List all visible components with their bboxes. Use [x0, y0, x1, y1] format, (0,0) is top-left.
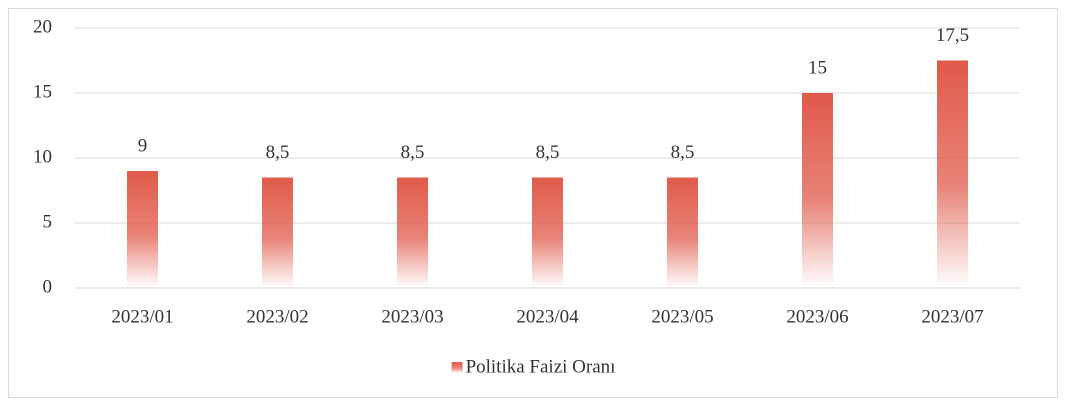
legend-label: Politika Faizi Oranı [466, 356, 616, 377]
x-tick-label: 2023/02 [246, 306, 308, 327]
x-tick-label: 2023/01 [111, 306, 173, 327]
bar [127, 171, 158, 288]
bar [667, 177, 698, 288]
x-tick-label: 2023/06 [786, 306, 848, 327]
x-tick-label: 2023/03 [381, 306, 443, 327]
data-label: 9 [138, 135, 148, 156]
bar [397, 177, 428, 288]
data-label: 15 [808, 57, 827, 78]
data-label: 8,5 [401, 142, 425, 163]
bar [262, 177, 293, 288]
data-label: 8,5 [536, 142, 560, 163]
data-label: 8,5 [266, 142, 290, 163]
x-tick-label: 2023/04 [516, 306, 579, 327]
x-tick-label: 2023/05 [651, 306, 713, 327]
bar [532, 177, 563, 288]
y-tick-label: 10 [33, 146, 52, 167]
bar [802, 93, 833, 288]
y-tick-label: 0 [43, 276, 53, 297]
legend-swatch [451, 362, 463, 373]
y-tick-label: 5 [43, 211, 53, 232]
y-tick-label: 20 [33, 16, 52, 37]
data-label: 17,5 [936, 25, 969, 46]
x-tick-label: 2023/07 [921, 306, 983, 327]
y-tick-label: 15 [33, 81, 52, 102]
bar [937, 60, 968, 288]
data-label: 8,5 [671, 142, 695, 163]
